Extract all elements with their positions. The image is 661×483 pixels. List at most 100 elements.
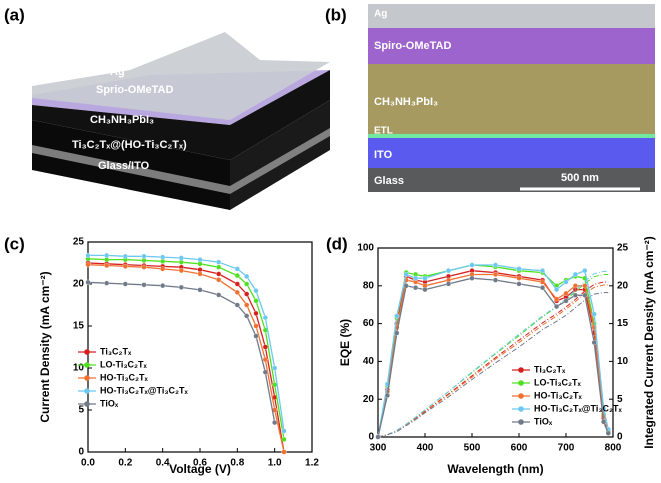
layer-label: CH₃NH₃PbI₃ <box>90 114 154 126</box>
marker <box>469 262 475 268</box>
y2-tick-label: 10 <box>617 356 629 367</box>
marker <box>539 268 546 274</box>
marker <box>394 330 400 336</box>
marker <box>253 323 259 329</box>
legend-marker <box>518 406 524 412</box>
plot-frame <box>87 241 313 453</box>
legend-label: HO-Ti₃C₂Tₓ@Ti₃C₂Tₓ <box>100 385 189 395</box>
layer-label: Sprio-OMeTAD <box>96 84 173 96</box>
marker <box>141 253 147 259</box>
marker <box>85 262 91 268</box>
marker <box>178 255 184 261</box>
marker <box>178 284 184 290</box>
marker <box>262 344 268 350</box>
marker <box>572 292 578 298</box>
x-tick-label: 0.8 <box>230 458 244 469</box>
layer-label: Ti₃C₂Tₓ@(HO-Ti₃C₂Tₓ) <box>72 139 187 151</box>
marker <box>516 275 522 281</box>
marker <box>122 281 128 287</box>
marker <box>253 333 259 339</box>
marker <box>272 365 278 371</box>
layer-label: CH₃NH₃PbI₃ <box>374 96 438 108</box>
marker <box>582 283 588 289</box>
y-axis-label: EQE (%) <box>338 319 352 366</box>
marker <box>516 281 522 287</box>
marker <box>216 271 222 277</box>
y-tick-label: 20 <box>73 279 85 290</box>
x-tick-label: 300 <box>370 443 387 454</box>
layer-label: Ag <box>374 9 387 20</box>
x-tick-label: 400 <box>417 443 434 454</box>
marker <box>605 430 611 436</box>
x-tick-label: 1.2 <box>305 458 319 469</box>
marker <box>394 313 400 319</box>
marker <box>539 279 546 285</box>
y2-tick-label: 15 <box>617 318 629 329</box>
marker <box>281 436 287 442</box>
marker <box>516 266 522 272</box>
x-axis-label: Wavelength (nm) <box>447 462 543 476</box>
y-tick-label: 0 <box>368 432 374 443</box>
marker <box>244 273 250 279</box>
series-line <box>377 277 609 438</box>
layer-label: Spiro-OMeTAD <box>374 40 451 52</box>
marker <box>591 311 597 317</box>
marker <box>253 298 259 304</box>
marker <box>262 357 268 363</box>
integrated-line <box>377 292 609 438</box>
legend-marker <box>518 367 524 373</box>
sem-image <box>368 4 655 192</box>
series-line <box>88 254 285 432</box>
marker <box>141 264 147 270</box>
marker <box>216 259 222 265</box>
legend-marker <box>84 362 90 368</box>
y-axis-label: Current Density (mA cm⁻²) <box>38 271 52 422</box>
marker <box>104 280 110 286</box>
marker <box>281 428 287 434</box>
legend-label: LO-Ti₃C₂Tₓ <box>534 377 581 387</box>
layer-label: Glass <box>374 175 404 187</box>
marker <box>244 291 250 297</box>
marker <box>422 287 428 293</box>
marker <box>384 392 390 398</box>
x-tick-label: 0.4 <box>156 458 170 469</box>
y-tick-label: 15 <box>73 321 85 332</box>
layer-label: Ag <box>110 66 125 78</box>
marker <box>216 277 222 283</box>
marker <box>122 253 128 259</box>
marker <box>234 302 240 308</box>
marker <box>160 266 166 272</box>
integrated-line <box>377 281 609 438</box>
device-schematic <box>32 32 330 210</box>
series-line <box>87 262 285 453</box>
legend-label: HO-Ti₃C₂Tₓ <box>100 372 148 382</box>
marker <box>244 281 250 287</box>
y-tick-label: 20 <box>363 394 375 405</box>
marker <box>160 283 166 289</box>
y2-tick-label: 0 <box>617 432 623 443</box>
marker <box>244 302 250 308</box>
marker <box>197 257 203 263</box>
marker <box>403 271 409 278</box>
marker <box>539 285 546 291</box>
y2-tick-label: 5 <box>617 394 623 405</box>
x-tick-label: 1.0 <box>268 458 282 469</box>
marker <box>262 369 268 375</box>
marker <box>554 304 560 310</box>
panel-label: (c) <box>4 234 25 253</box>
legend-marker <box>84 401 90 407</box>
x-tick-label: 0.2 <box>118 458 132 469</box>
panel-label: (d) <box>326 234 348 253</box>
marker <box>253 310 259 316</box>
marker <box>563 298 569 304</box>
x-tick-label: 800 <box>605 443 622 454</box>
marker <box>554 287 560 293</box>
legend-marker <box>84 349 90 355</box>
x-tick-label: 700 <box>558 443 575 454</box>
marker <box>375 434 381 440</box>
marker <box>469 275 475 281</box>
marker <box>253 288 259 294</box>
x-axis-label: Voltage (V) <box>169 462 231 476</box>
